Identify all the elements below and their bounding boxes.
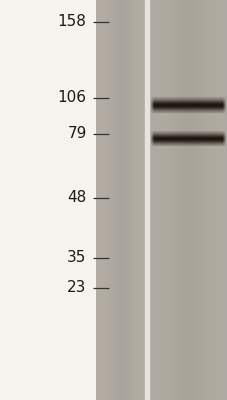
Text: 23: 23 xyxy=(67,280,86,296)
Bar xyxy=(0,0,95,400)
Text: 48: 48 xyxy=(67,190,86,206)
Text: 79: 79 xyxy=(67,126,86,142)
Text: 106: 106 xyxy=(57,90,86,106)
Text: 35: 35 xyxy=(67,250,86,266)
Bar xyxy=(144,0,148,400)
Text: 158: 158 xyxy=(57,14,86,30)
